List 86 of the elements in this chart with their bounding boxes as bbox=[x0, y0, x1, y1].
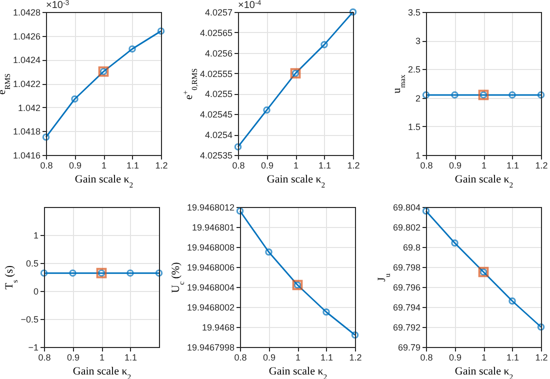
x-tick-label: 1 bbox=[293, 160, 299, 170]
x-tick-label: 1.1 bbox=[124, 352, 138, 362]
y-tick-label: 4.0255 bbox=[204, 89, 232, 100]
x-tick-label: 1.1 bbox=[320, 352, 334, 362]
y-tick-label: 69.796 bbox=[392, 282, 420, 292]
y-tick-label: 4.02555 bbox=[200, 68, 232, 79]
x-tick-label: 1 bbox=[99, 352, 105, 362]
point bbox=[71, 95, 78, 103]
x-tick-label: 1.1 bbox=[318, 160, 332, 170]
y-tick-label: 1.0418 bbox=[12, 126, 40, 137]
x-tick-label: 0.8 bbox=[38, 352, 51, 362]
y-tick-label: 1.0416 bbox=[12, 150, 40, 160]
x-tick-label: 0.9 bbox=[260, 160, 274, 170]
point bbox=[320, 41, 328, 48]
x-tick-label: 0.9 bbox=[262, 352, 276, 362]
y-tick-label: 19.9468006 bbox=[186, 262, 234, 272]
x-tick-label: 1 bbox=[481, 160, 487, 170]
y-tick-label: 4.0254 bbox=[204, 130, 232, 140]
point bbox=[128, 45, 136, 53]
y-tick-label: 69.79 bbox=[398, 342, 420, 352]
x-axis-title: Gain scale κ$_{2}$ bbox=[74, 174, 134, 189]
text: ×10$^{-4}$ bbox=[238, 0, 262, 11]
y-tick-label: 19.9467998 bbox=[186, 342, 234, 352]
y-tick-label: 19.9468002 bbox=[186, 302, 234, 312]
x-tick-label: 0.8 bbox=[232, 160, 245, 170]
x-tick-label: 1 bbox=[481, 352, 487, 362]
y-tick-label: 4.02545 bbox=[200, 110, 232, 120]
y-tick-label: 19.9468004 bbox=[186, 282, 234, 292]
x-tick-label: 0.8 bbox=[420, 160, 433, 170]
x-tick-label: 0.8 bbox=[40, 160, 53, 170]
point bbox=[322, 308, 330, 316]
y-tick-label: 1.042 bbox=[18, 102, 40, 113]
point bbox=[265, 248, 272, 256]
y-tick-label: 3 bbox=[415, 36, 420, 46]
x-tick-label: 1 bbox=[101, 160, 107, 170]
y-tick-label: 69.804 bbox=[392, 202, 420, 212]
x-tick-label: 1.2 bbox=[535, 160, 548, 170]
x-tick-label: 1.2 bbox=[349, 352, 362, 362]
y-tick-label: 69.8 bbox=[402, 242, 420, 252]
y-tick-label: −1 bbox=[28, 342, 38, 352]
y-tick-label: 1.0422 bbox=[12, 79, 40, 89]
y-tick-label: 69.802 bbox=[392, 222, 420, 232]
x-tick-label: 1.2 bbox=[535, 352, 548, 362]
y-tick-label: 19.946801 bbox=[192, 222, 234, 232]
x-axis-title: Gain scale κ$_{2}$ bbox=[268, 366, 328, 379]
y-tick-label: 4.02535 bbox=[200, 150, 232, 160]
y-tick-label: 2.5 bbox=[408, 64, 420, 75]
y-tick-label: 1.0424 bbox=[12, 55, 40, 66]
y-tick-label: 1.5 bbox=[408, 122, 420, 132]
x-tick-label: 1.1 bbox=[506, 160, 520, 170]
point bbox=[451, 239, 458, 247]
y-tick-label: 1.0426 bbox=[12, 31, 40, 42]
x-tick-label: 1.1 bbox=[126, 160, 140, 170]
x-axis-title: Gain scale κ$_{2}$ bbox=[454, 174, 514, 189]
y-tick-label: 0.5 bbox=[26, 258, 38, 268]
y-tick-label: 19.9468008 bbox=[186, 242, 234, 252]
y-tick-label: 69.798 bbox=[392, 262, 420, 272]
x-axis-title: Gain scale κ$_{2}$ bbox=[72, 366, 132, 379]
x-tick-label: 1.1 bbox=[506, 352, 520, 362]
y-tick-label: 4.02565 bbox=[200, 28, 232, 38]
y-tick-label: 69.792 bbox=[392, 322, 420, 332]
y-tick-label: 1 bbox=[33, 230, 38, 240]
point bbox=[508, 297, 516, 305]
x-tick-label: 0.9 bbox=[448, 352, 462, 362]
x-tick-label: 0.9 bbox=[66, 352, 80, 362]
x-axis-title: Gain scale κ$_{2}$ bbox=[266, 174, 326, 189]
x-tick-label: 1.2 bbox=[347, 160, 360, 170]
x-tick-label: 0.8 bbox=[234, 352, 247, 362]
x-tick-label: 1 bbox=[295, 352, 301, 362]
x-axis-title: Gain scale κ$_{2}$ bbox=[454, 366, 514, 379]
x-tick-label: 1.2 bbox=[155, 160, 168, 170]
y-tick-label: −0.5 bbox=[20, 314, 38, 324]
x-tick-label: 0.9 bbox=[448, 160, 462, 170]
y-tick-label: 69.794 bbox=[392, 302, 420, 312]
y-tick-label: 3.5 bbox=[408, 8, 420, 18]
y-tick-label: 2 bbox=[415, 93, 420, 104]
y-tick-label: 1 bbox=[415, 150, 420, 160]
x-tick-label: 0.8 bbox=[420, 352, 433, 362]
y-tick-label: 1.0428 bbox=[12, 8, 40, 18]
y-tick-label: 19.9468012 bbox=[186, 202, 234, 212]
point bbox=[263, 106, 270, 114]
y-tick-label: 4.0257 bbox=[204, 8, 232, 18]
y-tick-label: 0 bbox=[33, 286, 38, 296]
y-tick-label: 19.9468 bbox=[202, 322, 234, 332]
y-tick-label: 4.0256 bbox=[204, 48, 232, 58]
x-tick-label: 0.9 bbox=[68, 160, 82, 170]
